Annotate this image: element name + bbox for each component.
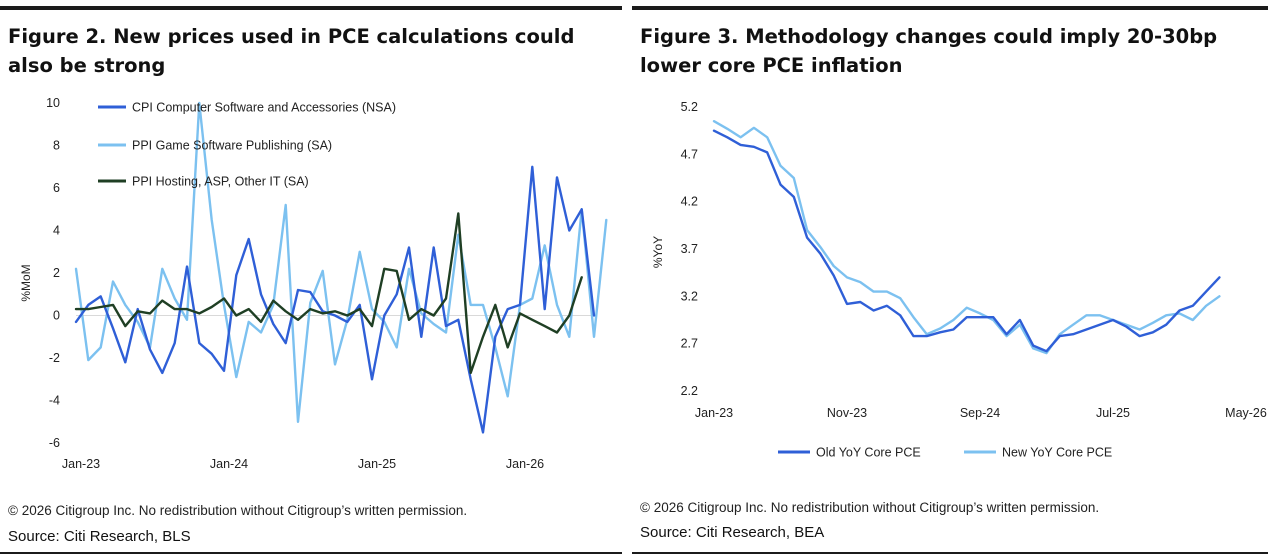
figure-2-title: Figure 2. New prices used in PCE calcula… bbox=[8, 25, 575, 77]
y-tick-label: -4 bbox=[49, 394, 60, 408]
y-tick-label: 2.2 bbox=[681, 384, 698, 398]
figure-2-copyright: © 2026 Citigroup Inc. No redistribution … bbox=[8, 503, 468, 518]
top-rule bbox=[632, 6, 1268, 10]
y-tick-label: 4 bbox=[53, 224, 60, 238]
figure-2-panel: Figure 2. New prices used in PCE calcula… bbox=[0, 0, 622, 557]
y-tick-label: 10 bbox=[46, 96, 60, 110]
x-tick-label: May-26 bbox=[1225, 406, 1267, 420]
legend-label: PPI Hosting, ASP, Other IT (SA) bbox=[132, 175, 309, 189]
x-tick-label: Jan-26 bbox=[506, 457, 544, 471]
x-tick-label: Jan-24 bbox=[210, 457, 248, 471]
x-tick-label: Jan-25 bbox=[358, 457, 396, 471]
x-tick-label: Jan-23 bbox=[62, 457, 100, 471]
series-line bbox=[74, 165, 596, 434]
y-tick-label: -6 bbox=[49, 436, 60, 450]
y-axis-title: %MoM bbox=[19, 264, 33, 301]
y-tick-label: 3.2 bbox=[681, 289, 698, 303]
y-tick-label: 5.2 bbox=[681, 100, 698, 114]
figure-3-source: Source: Citi Research, BEA bbox=[640, 524, 825, 541]
y-tick-label: 0 bbox=[53, 309, 60, 323]
x-tick-label: Sep-24 bbox=[960, 406, 1000, 420]
series-line bbox=[712, 119, 1221, 355]
y-tick-label: 2.7 bbox=[681, 337, 698, 351]
figure-3-title: Figure 3. Methodology changes could impl… bbox=[640, 25, 1218, 77]
bottom-rule bbox=[0, 552, 622, 554]
legend-label: CPI Computer Software and Accessories (N… bbox=[132, 101, 396, 115]
bottom-rule bbox=[632, 552, 1268, 554]
y-tick-label: -2 bbox=[49, 351, 60, 365]
legend-label: New YoY Core PCE bbox=[1002, 446, 1112, 460]
legend-label: Old YoY Core PCE bbox=[816, 446, 921, 460]
y-tick-label: 3.7 bbox=[681, 242, 698, 256]
y-tick-label: 4.7 bbox=[681, 147, 698, 161]
series-line bbox=[74, 212, 583, 375]
figure-3-chart: 2.2 2.7 3.2 3.7 4.2 4.7 5.2 %YoY Jan-23 Nov-23 Sep… bbox=[651, 100, 1267, 460]
figure-2-source: Source: Citi Research, BLS bbox=[8, 528, 191, 545]
y-tick-label: 6 bbox=[53, 181, 60, 195]
figure-3-copyright: © 2026 Citigroup Inc. No redistribution … bbox=[640, 500, 1100, 515]
figure-2-chart: -6 -4 -2 0 2 4 6 8 10 %MoM Jan-23 Jan-24 Jan-25 Jan-2… bbox=[19, 96, 608, 471]
top-rule bbox=[0, 6, 622, 10]
y-tick-label: 8 bbox=[53, 139, 60, 153]
series-line bbox=[712, 129, 1221, 353]
x-tick-label: Jan-23 bbox=[695, 406, 733, 420]
y-tick-label: 2 bbox=[53, 266, 60, 280]
y-tick-label: 4.2 bbox=[681, 195, 698, 209]
figure-3-panel: Figure 3. Methodology changes could impl… bbox=[632, 0, 1268, 557]
legend-label: PPI Game Software Publishing (SA) bbox=[132, 139, 332, 153]
x-tick-label: Jul-25 bbox=[1096, 406, 1130, 420]
y-axis-title: %YoY bbox=[651, 236, 665, 268]
x-tick-label: Nov-23 bbox=[827, 406, 867, 420]
